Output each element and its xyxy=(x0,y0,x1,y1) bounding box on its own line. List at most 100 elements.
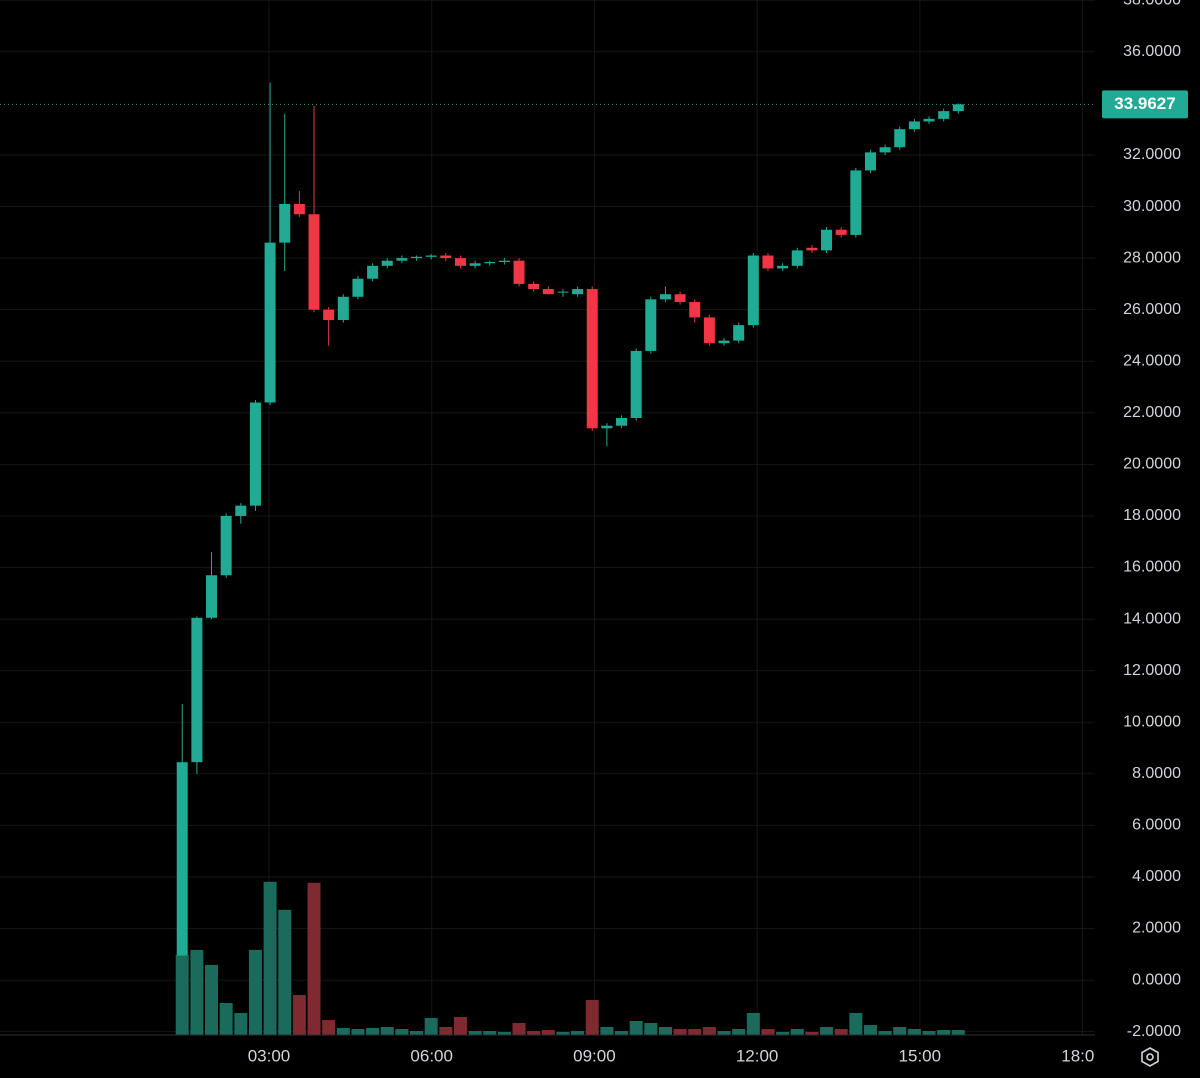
candle-body xyxy=(206,575,218,618)
candle-body xyxy=(864,152,876,171)
y-tick-label: 0.0000 xyxy=(1132,971,1181,988)
y-tick-label: 30.0000 xyxy=(1123,198,1181,215)
volume-bar xyxy=(673,1028,687,1035)
volume-bar xyxy=(834,1028,848,1035)
candle-body xyxy=(337,296,349,320)
plot-area xyxy=(0,0,1095,1035)
volume-bar xyxy=(483,1030,497,1035)
y-tick-label: 20.0000 xyxy=(1123,456,1181,473)
volume-bar xyxy=(322,1019,336,1035)
candle-body xyxy=(323,309,335,320)
volume-bar xyxy=(556,1031,570,1035)
volume-bar xyxy=(410,1030,424,1035)
volume-bar xyxy=(248,949,262,1035)
volume-bar xyxy=(175,954,189,1035)
candle-body xyxy=(411,256,423,259)
volume-bar xyxy=(292,994,306,1035)
candle-body xyxy=(747,255,759,326)
volume-bar xyxy=(219,1002,233,1035)
last-price-tag xyxy=(1102,90,1188,119)
candle-body xyxy=(279,203,291,243)
candle-body xyxy=(923,118,935,122)
volume-bar xyxy=(849,1012,863,1035)
volume-bar xyxy=(205,964,219,1035)
candle-body xyxy=(894,129,906,148)
candle-body xyxy=(396,258,408,261)
candle-body xyxy=(498,260,510,262)
y-tick-label: 16.0000 xyxy=(1123,559,1181,576)
volume-bar xyxy=(746,1012,760,1035)
candle-body xyxy=(938,111,950,119)
volume-bar xyxy=(351,1028,365,1035)
y-tick-label: 18.0000 xyxy=(1123,507,1181,524)
candle-body xyxy=(293,203,305,215)
candle-body xyxy=(835,229,847,235)
y-tick-label: 2.0000 xyxy=(1132,920,1181,937)
price-axis xyxy=(1095,0,1200,1078)
volume-bar xyxy=(424,1017,438,1035)
y-tick-label: 32.0000 xyxy=(1123,146,1181,163)
candle-body xyxy=(235,505,247,516)
volume-bar xyxy=(732,1028,746,1035)
candle-body xyxy=(601,425,613,429)
candle-body xyxy=(454,258,466,266)
candle-body xyxy=(659,294,671,300)
candle-body xyxy=(777,265,789,269)
candle-body xyxy=(674,294,686,302)
volume-bar xyxy=(263,881,277,1035)
volume-bar xyxy=(234,1012,248,1035)
x-tick-label: 15:00 xyxy=(899,1046,942,1065)
volume-bar xyxy=(527,1030,541,1035)
volume-bar xyxy=(820,1026,834,1035)
volume-bar xyxy=(761,1028,775,1035)
candle-body xyxy=(513,260,525,284)
y-tick-label: 6.0000 xyxy=(1132,817,1181,834)
volume-bar xyxy=(453,1016,467,1035)
y-tick-label: -2.0000 xyxy=(1127,1023,1181,1040)
volume-bar xyxy=(278,909,292,1035)
candle-body xyxy=(381,260,393,266)
candle-body xyxy=(425,255,437,257)
candle-body xyxy=(220,515,232,576)
volume-bar xyxy=(658,1026,672,1035)
volume-bar xyxy=(395,1028,409,1035)
volume-bar xyxy=(512,1022,526,1035)
candle-body xyxy=(572,289,584,295)
candle-body xyxy=(879,147,891,153)
candle-body xyxy=(908,121,920,130)
candle-body xyxy=(542,289,554,295)
volume-bar xyxy=(629,1020,643,1035)
candle-body xyxy=(821,229,833,251)
volume-bar xyxy=(571,1030,585,1035)
volume-bar xyxy=(307,882,321,1035)
candle-body xyxy=(528,283,540,290)
candle-body xyxy=(469,263,481,266)
candle-body xyxy=(352,278,364,297)
candle-body xyxy=(791,250,803,266)
candle-body xyxy=(249,402,261,506)
y-tick-label: 36.0000 xyxy=(1123,43,1181,60)
candle-body xyxy=(264,242,276,403)
volume-bar xyxy=(790,1028,804,1035)
volume-bar xyxy=(805,1031,819,1035)
candle-body xyxy=(484,261,496,264)
candle-body xyxy=(176,762,188,956)
volume-bar xyxy=(439,1026,453,1035)
volume-bar xyxy=(937,1029,951,1035)
volume-bar xyxy=(776,1031,790,1035)
volume-bar xyxy=(922,1030,936,1035)
settings-icon-center xyxy=(1146,1053,1154,1061)
y-tick-label: 8.0000 xyxy=(1132,765,1181,782)
x-tick-label: 06:00 xyxy=(410,1046,453,1065)
volume-bar xyxy=(468,1030,482,1035)
candle-body xyxy=(952,104,964,112)
candle-body xyxy=(762,255,774,269)
candle-body xyxy=(733,325,745,341)
volume-bar xyxy=(951,1029,965,1035)
volume-bar xyxy=(190,949,204,1035)
candle-body xyxy=(616,417,628,426)
candle-body xyxy=(703,317,715,344)
volume-bar xyxy=(380,1026,394,1035)
candle-body xyxy=(630,350,642,418)
y-tick-label: 12.0000 xyxy=(1123,662,1181,679)
